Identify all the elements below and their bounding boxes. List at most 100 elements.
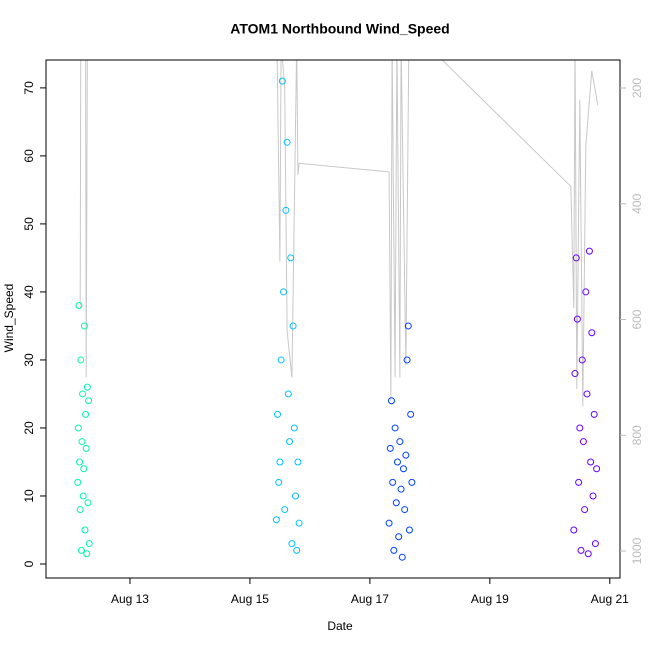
point (396, 438, 404, 446)
point (289, 322, 297, 330)
point (583, 390, 591, 398)
point (74, 424, 82, 432)
point (75, 302, 83, 310)
y-tick-label: 30 (22, 353, 36, 367)
point (581, 506, 589, 514)
point (80, 465, 88, 473)
y2-tick-label: 800 (630, 425, 644, 445)
point (398, 553, 406, 561)
point (274, 410, 282, 418)
point (286, 438, 294, 446)
point (577, 546, 585, 554)
point (275, 478, 283, 486)
point (82, 410, 90, 418)
point (397, 485, 405, 493)
point (571, 370, 579, 378)
point (80, 322, 88, 330)
point (272, 516, 280, 524)
point (588, 329, 596, 337)
point (589, 492, 597, 500)
x-tick-label: Aug 13 (111, 592, 149, 606)
point (290, 424, 298, 432)
point (85, 540, 93, 548)
y-tick-label: 60 (22, 149, 36, 163)
point (585, 247, 593, 255)
point (74, 478, 82, 486)
point (78, 438, 86, 446)
point (587, 458, 595, 466)
point (76, 458, 84, 466)
chart-title: ATOM1 Northbound Wind_Speed (230, 21, 449, 37)
point (385, 519, 393, 527)
point (79, 390, 87, 398)
y-tick-label: 0 (22, 560, 36, 567)
y2-tick-label: 600 (630, 309, 644, 329)
point (82, 444, 90, 452)
point (292, 492, 300, 500)
point (84, 499, 92, 507)
point (405, 526, 413, 534)
point (579, 438, 587, 446)
point (293, 546, 301, 554)
point (83, 383, 91, 391)
point (403, 356, 411, 364)
point (408, 478, 416, 486)
point (390, 546, 398, 554)
y2-tick-label: 200 (630, 78, 644, 98)
point (81, 526, 89, 534)
y-tick-label: 20 (22, 421, 36, 435)
y-tick-label: 40 (22, 285, 36, 299)
point (79, 492, 87, 500)
point (294, 458, 302, 466)
y-tick-label: 70 (22, 81, 36, 95)
point (584, 550, 592, 558)
point (76, 506, 84, 514)
point (77, 546, 85, 554)
point (283, 138, 291, 146)
y-tick-label: 50 (22, 217, 36, 231)
point (288, 540, 296, 548)
point (402, 451, 410, 459)
point (276, 458, 284, 466)
point (85, 397, 93, 405)
point (392, 499, 400, 507)
x-tick-label: Aug 15 (231, 592, 269, 606)
line (79, 60, 599, 407)
point (280, 288, 288, 296)
x-axis-label: Date (327, 619, 353, 633)
point (576, 424, 584, 432)
point (295, 519, 303, 527)
point (407, 410, 415, 418)
point (393, 458, 401, 466)
plot-area (74, 60, 601, 561)
point (593, 465, 601, 473)
point (391, 424, 399, 432)
point (389, 478, 397, 486)
point (83, 550, 91, 558)
point (401, 506, 409, 514)
point (387, 397, 395, 405)
point (277, 356, 285, 364)
point (395, 533, 403, 541)
point (578, 356, 586, 364)
point (284, 390, 292, 398)
y-tick-label: 10 (22, 489, 36, 503)
x-tick-label: Aug 19 (471, 592, 509, 606)
point (282, 206, 290, 214)
point (575, 478, 583, 486)
point (591, 540, 599, 548)
point (590, 410, 598, 418)
point (570, 526, 578, 534)
point (77, 356, 85, 364)
x-tick-label: Aug 21 (591, 592, 629, 606)
point (572, 254, 580, 262)
y2-tick-label: 400 (630, 193, 644, 213)
point (386, 444, 394, 452)
x-tick-label: Aug 17 (351, 592, 389, 606)
point (281, 506, 289, 514)
point (287, 254, 295, 262)
point (404, 322, 412, 330)
point (573, 315, 581, 323)
